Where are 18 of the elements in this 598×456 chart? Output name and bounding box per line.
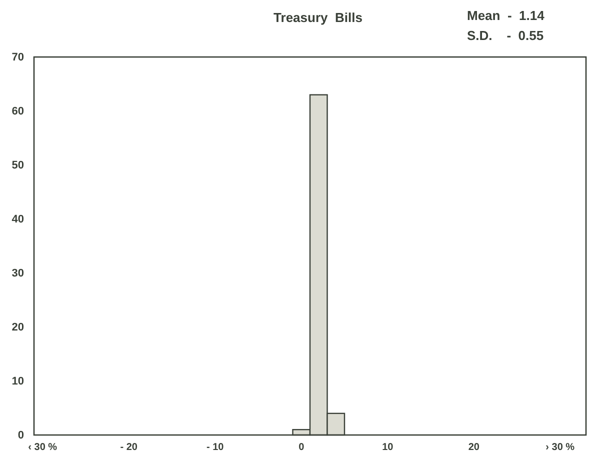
x-tick-label: 20 xyxy=(468,442,480,454)
x-tick-label: › 30 % xyxy=(546,442,575,454)
x-tick-label: 0 xyxy=(298,442,305,454)
text: Mean - 1.14 xyxy=(467,8,546,23)
y-tick-label: 20 xyxy=(12,322,24,334)
x-tick-label: ‹ 30 % xyxy=(28,442,58,454)
y-tick-label: 10 xyxy=(12,376,24,388)
y-tick-label: 50 xyxy=(12,160,24,172)
x-tick-label: - 20 xyxy=(120,442,138,454)
x-tick-label: 10 xyxy=(382,442,394,454)
text: S.D. - 0.55 xyxy=(467,28,544,43)
y-tick-label: 0 xyxy=(18,430,24,442)
y-tick-label: 40 xyxy=(12,214,24,226)
x-tick-label: - 10 xyxy=(206,442,224,454)
y-tick-label: 70 xyxy=(12,52,24,64)
y-tick-label: 30 xyxy=(12,268,24,280)
chart-title: Treasury Bills xyxy=(274,10,362,25)
y-tick-label: 60 xyxy=(12,106,24,118)
